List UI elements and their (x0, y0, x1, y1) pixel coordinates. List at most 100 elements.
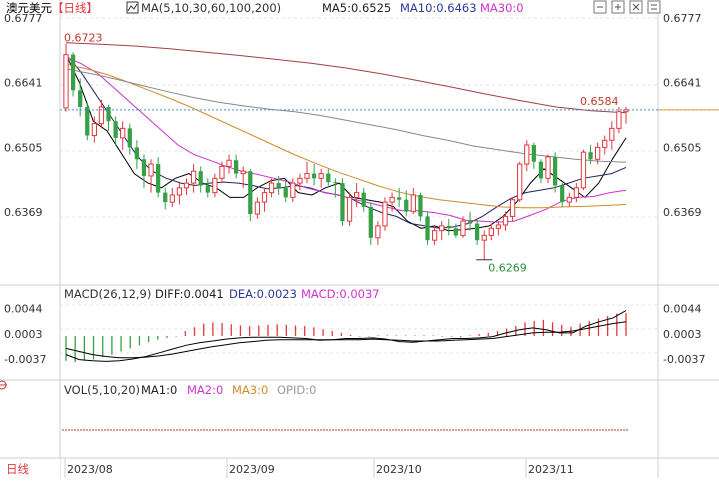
candle-body (531, 145, 536, 162)
price-axis: 0.6777 0.6777 0.6641 0.6641 0.6505 0.6505 0.63… (4, 12, 702, 219)
date-tick-label: 2023/08 (67, 463, 113, 476)
date-axis: 2023/08 2023/09 2023/10 2023/11 (64, 458, 574, 478)
settings-icon[interactable] (647, 0, 661, 14)
candle-body (467, 221, 473, 224)
candle-body (226, 159, 232, 167)
candle-body (488, 227, 494, 236)
candle-body (439, 225, 445, 232)
macd-tick-left: 0.0003 (4, 328, 43, 341)
candle-body (502, 215, 509, 226)
candle-body (573, 187, 580, 198)
candle-body (404, 199, 409, 212)
candle-body (340, 183, 345, 222)
crosshair-icon[interactable] (0, 380, 7, 390)
macd-tick-right: 0.0003 (663, 328, 702, 341)
candle-body (283, 187, 288, 198)
candle-body (588, 152, 593, 160)
vol-ma2: MA2:0 (187, 383, 223, 397)
period-button[interactable]: 日线 (6, 462, 29, 476)
candle-body (205, 185, 210, 193)
candle-body (509, 199, 516, 217)
candle-body (63, 54, 69, 109)
candle-body (176, 187, 183, 196)
ma-line-ma5 (65, 54, 627, 232)
reset-icon[interactable] (629, 0, 643, 14)
macd-tick-right: -0.0037 (663, 353, 705, 366)
candle-body (425, 216, 430, 241)
candle-body (361, 192, 366, 207)
macd-label: MACD(26,12,9) (64, 287, 151, 301)
candle-body (446, 225, 451, 229)
candle-body (169, 194, 175, 203)
candle-body (248, 171, 253, 215)
zoom-out-icon[interactable] (593, 0, 607, 14)
candle-body (397, 197, 402, 200)
zoom-in-icon[interactable] (611, 0, 625, 14)
moving-average-lines (65, 42, 627, 232)
candle-body (552, 156, 558, 186)
ma-line-ma60 (65, 63, 627, 209)
candle-body (113, 121, 118, 138)
price-tick-left: 0.6505 (4, 141, 43, 154)
candle-body (375, 225, 381, 239)
period-tag: 【日线】 (52, 1, 98, 15)
price-grid (60, 17, 658, 354)
candle-body (431, 230, 438, 241)
price-tick-right: 0.6777 (663, 12, 702, 25)
candle-body (545, 156, 551, 179)
candle-body (268, 182, 275, 194)
candle-body (418, 194, 423, 217)
ma-settings-icon[interactable] (126, 1, 139, 14)
macd-value: MACD:0.0037 (301, 287, 380, 301)
candle-body (240, 170, 246, 175)
candle-body (453, 228, 458, 236)
vol-ma1: MA1:0 (141, 383, 177, 397)
macd-lines (65, 310, 627, 362)
candle-body (609, 127, 615, 141)
candle-body (495, 224, 502, 229)
candle-body (297, 177, 303, 184)
candle-body (190, 170, 197, 184)
candle-body (163, 192, 168, 203)
macd-axis: 0.0044 0.0044 0.0003 0.0003 -0.0037 -0.0037 (4, 303, 705, 366)
macd-dea: DEA:0.0023 (229, 287, 297, 301)
ma-label: MA(5,10,30,60,100,200) (141, 1, 281, 15)
candle-body (141, 159, 147, 176)
candle-body (517, 163, 523, 201)
candle-body (98, 106, 105, 125)
candle-body (91, 123, 97, 137)
candle-body (602, 139, 608, 148)
high-annotation: 0.6723 (64, 32, 103, 45)
candle-body (219, 165, 225, 179)
candle-body (78, 90, 83, 107)
candle-body (595, 146, 601, 160)
vol-label: VOL(5,10,20) (64, 383, 140, 397)
candle-body (254, 201, 261, 215)
macd-histogram (65, 313, 627, 363)
period-button-bg (0, 459, 60, 478)
candle-body (183, 182, 190, 189)
ma5-value: MA5:0.6525 (322, 1, 391, 15)
candle-body (85, 106, 90, 136)
macd-diff-line (65, 310, 627, 362)
candle-body (333, 182, 338, 184)
candle-body (318, 173, 324, 179)
candle-body (276, 183, 281, 188)
price-tick-left: 0.6369 (4, 206, 43, 219)
ma10-value: MA10:0.6463 (400, 1, 477, 15)
date-tick-label: 2023/09 (229, 463, 275, 476)
macd-tick-left: -0.0037 (4, 353, 46, 366)
macd-tick-right: 0.0044 (663, 303, 702, 316)
date-tick-label: 2023/11 (528, 463, 574, 476)
candle-body (566, 196, 572, 203)
last-annotation: 0.6584 (580, 95, 619, 108)
candle-body (311, 173, 317, 179)
symbol-title: 澳元美元 (6, 1, 52, 15)
candle-body (616, 111, 622, 129)
candle-body (70, 54, 76, 91)
candle-body (580, 151, 587, 189)
ma-line-ma200 (65, 42, 627, 114)
candle-body (148, 163, 154, 177)
macd-dea-line (65, 321, 627, 359)
candle-body (212, 177, 218, 194)
